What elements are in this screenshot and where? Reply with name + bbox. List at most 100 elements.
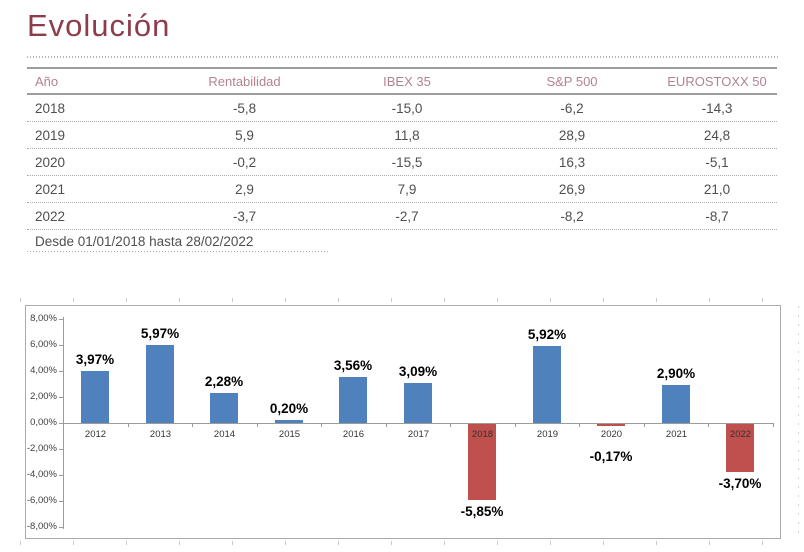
table-cell-value: 21,0 (703, 181, 731, 197)
table-cell-value: -14,3 (701, 100, 733, 116)
table-header-cell: IBEX 35 (383, 73, 431, 89)
x-axis-tick-mark (63, 423, 64, 427)
table-cell-value: -0,2 (232, 154, 257, 170)
footnote-dotted-rule (27, 251, 330, 252)
x-axis-tick-mark (128, 423, 129, 427)
y-axis-tick-label: -6,00% (26, 495, 57, 506)
bar-value-label: 3,56% (333, 358, 373, 373)
bar-value-label: -0,17% (589, 449, 633, 464)
title-underline-dotted-rule (27, 56, 778, 58)
table-cell-value: -6,2 (560, 100, 584, 116)
bar-value-label: 3,97% (75, 352, 115, 367)
bar-value-label: 2,28% (204, 374, 244, 389)
bar-value-label: 2,90% (656, 366, 696, 381)
x-axis-tick-mark (579, 423, 580, 427)
x-axis-tick-mark (257, 423, 258, 427)
bar (533, 346, 561, 423)
table-cell-value: -5,8 (232, 100, 257, 116)
table-cell-year: 2018 (35, 100, 66, 116)
returns-table-body: 2018 -5,8 -15,0 -6,2 -14,3 2019 5,9 11,8 28,9 24,… (27, 95, 777, 230)
x-axis-year-label: 2019 (536, 429, 559, 440)
x-axis-year-label: 2014 (213, 429, 236, 440)
bar (662, 385, 690, 423)
table-header-cell: EUROSTOXX 50 (667, 73, 767, 89)
table-header-row: Año Rentabilidad IBEX 35 S&P 500 EUROSTOXX 5… (27, 67, 777, 95)
table-cell-year: 2019 (35, 127, 66, 143)
table-cell-value: 5,9 (235, 127, 254, 143)
table-cell-value: -8,7 (705, 208, 729, 224)
x-axis-year-label: 2020 (600, 429, 623, 440)
bar-value-label: 3,09% (398, 364, 438, 379)
x-axis-year-label: 2017 (407, 429, 430, 440)
table-cell-value: -3,7 (232, 208, 257, 224)
x-axis-year-label: 2013 (149, 429, 172, 440)
bar (81, 371, 109, 423)
table-cell-value: 7,9 (397, 181, 417, 197)
x-axis-year-label: 2018 (471, 429, 494, 440)
returns-table: Año Rentabilidad IBEX 35 S&P 500 EUROSTOXX 5… (27, 67, 777, 252)
table-cell-value: 2,9 (235, 181, 254, 197)
frame-tickmarks-right (798, 306, 799, 538)
table-cell-value: 26,9 (558, 181, 586, 197)
bar (146, 345, 174, 423)
x-axis-year-label: 2012 (84, 429, 107, 440)
x-axis-year-label: 2016 (342, 429, 365, 440)
table-row: 2019 5,9 11,8 28,9 24,8 (27, 122, 777, 149)
y-axis-tick-label: 0,00% (30, 417, 57, 428)
y-axis-tick-mark (59, 397, 63, 398)
x-axis-year-label: 2021 (665, 429, 688, 440)
table-cell-value: -5,1 (705, 154, 729, 170)
table-cell-year: 2022 (35, 208, 66, 224)
y-axis-tick-label: -8,00% (26, 521, 57, 532)
table-cell-value: 24,8 (703, 127, 731, 143)
table-row: 2020 -0,2 -15,5 16,3 -5,1 (27, 149, 777, 176)
y-axis-tick-mark (59, 449, 63, 450)
table-row: 2021 2,9 7,9 26,9 21,0 (27, 176, 777, 203)
bar-value-label: -3,70% (718, 476, 762, 491)
x-axis-tick-mark (708, 423, 709, 427)
bar-value-label: 5,92% (527, 327, 567, 342)
table-footnote: Desde 01/01/2018 hasta 28/02/2022 (35, 234, 254, 249)
x-axis-tick-mark (321, 423, 322, 427)
y-axis-tick-label: 2,00% (30, 391, 57, 402)
x-axis-tick-mark (515, 423, 516, 427)
y-axis-tick-mark (59, 319, 63, 320)
frame-tickmarks-bottom (20, 541, 800, 545)
bar (404, 383, 432, 423)
y-axis-tick-mark (59, 345, 63, 346)
table-row: 2022 -3,7 -2,7 -8,2 -8,7 (27, 203, 777, 230)
table-cell-value: -15,0 (391, 100, 423, 116)
table-header-cell: Rentabilidad (208, 73, 281, 89)
table-cell-year: 2021 (35, 181, 66, 197)
y-axis-tick-mark (59, 527, 63, 528)
page-title: Evolución (27, 8, 171, 43)
table-header-cell: Año (35, 73, 59, 89)
y-axis-tick-label: 8,00% (30, 313, 57, 324)
table-row: 2018 -5,8 -15,0 -6,2 -14,3 (27, 95, 777, 122)
x-axis-line (63, 423, 773, 424)
bar (468, 424, 496, 500)
annual-returns-bar-chart: 8,00% 6,00% 4,00% 2,00% 0,00% -2,00% -4,00% -6,… (25, 305, 781, 539)
y-axis-tick-label: -4,00% (26, 469, 57, 480)
bar (339, 377, 367, 423)
y-axis-tick-mark (59, 371, 63, 372)
table-cell-value: 16,3 (558, 154, 586, 170)
x-axis-year-label: 2015 (278, 429, 301, 440)
bar-value-label: 0,20% (269, 401, 309, 416)
y-axis-tick-mark (59, 423, 63, 424)
table-cell-value: -15,5 (391, 154, 423, 170)
y-axis-tick-label: -2,00% (26, 443, 57, 454)
table-cell-value: -8,2 (560, 208, 584, 224)
bar (597, 424, 625, 426)
x-axis-tick-mark (192, 423, 193, 427)
y-axis-tick-mark (59, 501, 63, 502)
frame-tickmarks-top (20, 298, 800, 302)
table-header-cell: S&P 500 (546, 73, 598, 89)
table-cell-value: 28,9 (558, 127, 586, 143)
bar (275, 420, 303, 423)
bar (726, 424, 754, 472)
x-axis-tick-mark (644, 423, 645, 427)
x-axis-year-label: 2022 (729, 429, 752, 440)
table-cell-value: -2,7 (395, 208, 419, 224)
